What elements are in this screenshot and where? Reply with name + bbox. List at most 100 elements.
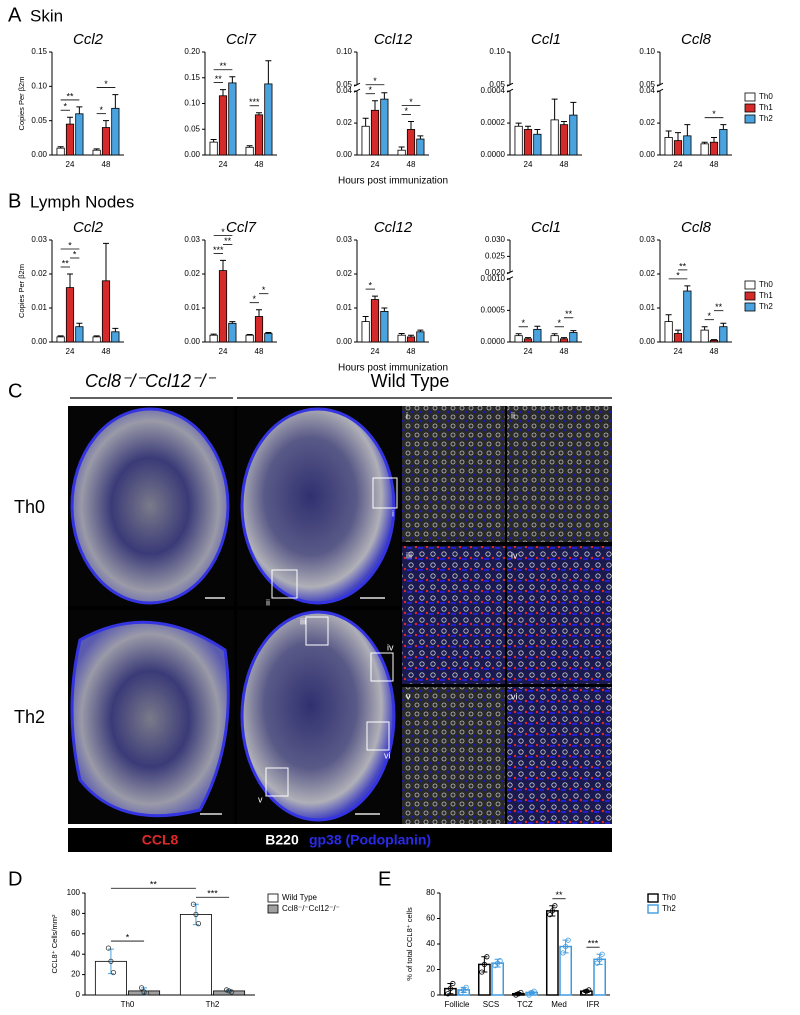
- significance-label: **: [150, 880, 158, 890]
- x-tick-label: 48: [560, 347, 569, 356]
- error-bar: [525, 125, 531, 130]
- error-bar: [112, 327, 119, 332]
- bar: [111, 331, 120, 343]
- significance-label: ***: [588, 939, 599, 949]
- bar: [406, 129, 416, 156]
- y-tick-label: 0.15: [184, 73, 200, 82]
- bar: [111, 107, 120, 156]
- chart-title: Ccl8: [681, 31, 712, 48]
- y-tick-label: 0.05: [489, 80, 505, 89]
- y-tick-label: 0.20: [184, 47, 200, 56]
- bar: [92, 149, 101, 156]
- bar: [559, 338, 569, 343]
- inset-label: ii: [511, 410, 515, 420]
- legend-swatch: [744, 291, 756, 301]
- bar: [65, 287, 75, 343]
- error-bar: [665, 314, 672, 322]
- data-point: [531, 988, 537, 994]
- significance-label: *: [522, 318, 526, 328]
- y-tick-label: 0.0004: [481, 86, 506, 95]
- error-bar: [67, 116, 73, 125]
- error-bar: [561, 337, 567, 339]
- significance-label: **: [66, 91, 74, 101]
- y-tick-label: 0.10: [336, 47, 352, 56]
- bar: [228, 322, 237, 343]
- chart-title: Ccl7: [226, 31, 257, 48]
- error-bar: [76, 106, 83, 114]
- legend-label: Th2: [759, 302, 773, 311]
- data-point: [143, 990, 150, 996]
- data-point: [223, 987, 230, 993]
- x-tick-label: 48: [102, 160, 111, 169]
- panel-letter: D: [8, 868, 22, 890]
- chart-title: Ccl12: [374, 219, 413, 236]
- bar: [550, 119, 559, 156]
- legend-label: Th2: [759, 114, 773, 123]
- error-bar: [93, 148, 100, 151]
- error-bar: [229, 321, 236, 324]
- data-point: [586, 987, 592, 993]
- error-bar: [57, 146, 64, 149]
- data-point: [108, 958, 114, 964]
- error-bar: [210, 333, 217, 336]
- bar: [719, 326, 728, 343]
- x-tick-label: 48: [710, 347, 719, 356]
- data-point: [497, 957, 503, 964]
- x-tick-label: 24: [524, 160, 533, 169]
- error-bar: [711, 136, 717, 143]
- data-point: [547, 912, 553, 918]
- y-tick-label: 0.10: [639, 47, 655, 56]
- y-tick-label: 0.0000: [481, 150, 506, 159]
- error-bar: [525, 337, 531, 339]
- chart-title: Ccl8: [681, 219, 712, 236]
- bar: [92, 336, 101, 343]
- bar: [709, 339, 719, 343]
- error-bar: [220, 89, 226, 96]
- y-tick-label: 0.04: [336, 86, 352, 95]
- error-bar: [265, 331, 272, 334]
- error-bar: [570, 330, 577, 333]
- data-point: [563, 943, 569, 950]
- bar: [370, 109, 380, 156]
- x-tick-label: Follicle: [445, 1000, 470, 1009]
- bar: [75, 113, 84, 156]
- y-tick-label: 0.05: [31, 116, 47, 125]
- y-tick-label: 0.04: [639, 86, 655, 95]
- bar: [514, 125, 523, 156]
- x-tick-label: IFR: [587, 1000, 600, 1009]
- error-bar: [210, 139, 217, 143]
- data-point: [193, 911, 199, 918]
- significance-label: *: [104, 79, 108, 89]
- y-tick-label: 0.0005: [481, 305, 506, 314]
- bar: [56, 147, 65, 156]
- y-tick-label: 0.020: [485, 268, 506, 277]
- bar: [683, 290, 692, 343]
- y-axis-label: % of total CCL8⁺ cells: [405, 907, 414, 981]
- y-tick-label: 0.00: [31, 337, 47, 346]
- error-bar: [515, 333, 522, 336]
- panel-letter: B: [8, 190, 21, 212]
- y-tick-label: 60: [71, 929, 80, 938]
- error-bar: [362, 117, 369, 127]
- y-tick-label: 80: [71, 909, 80, 918]
- bar: [719, 129, 728, 156]
- error-bar: [665, 130, 672, 138]
- legend-label: Th2: [662, 904, 676, 913]
- bar: [673, 140, 683, 156]
- x-tick-label: Med: [551, 1000, 567, 1009]
- x-tick-label: 24: [674, 160, 683, 169]
- x-tick-label: Th2: [206, 1000, 220, 1009]
- bar: [101, 127, 111, 156]
- significance-label: *: [369, 85, 373, 95]
- genotype-header: Ccl8⁻/⁻Ccl12⁻/⁻: [85, 371, 217, 391]
- x-tick-label: 24: [219, 347, 228, 356]
- panel-letter: E: [378, 868, 391, 890]
- y-tick-label: 0.02: [336, 269, 352, 278]
- bar: [523, 338, 533, 343]
- x-tick-label: 24: [371, 347, 380, 356]
- inset-marker: vi: [384, 750, 391, 760]
- error-bar: [675, 132, 681, 141]
- x-axis-label: Hours post immunization: [338, 363, 448, 374]
- y-tick-label: 0.00: [639, 337, 655, 346]
- data-point: [552, 903, 558, 909]
